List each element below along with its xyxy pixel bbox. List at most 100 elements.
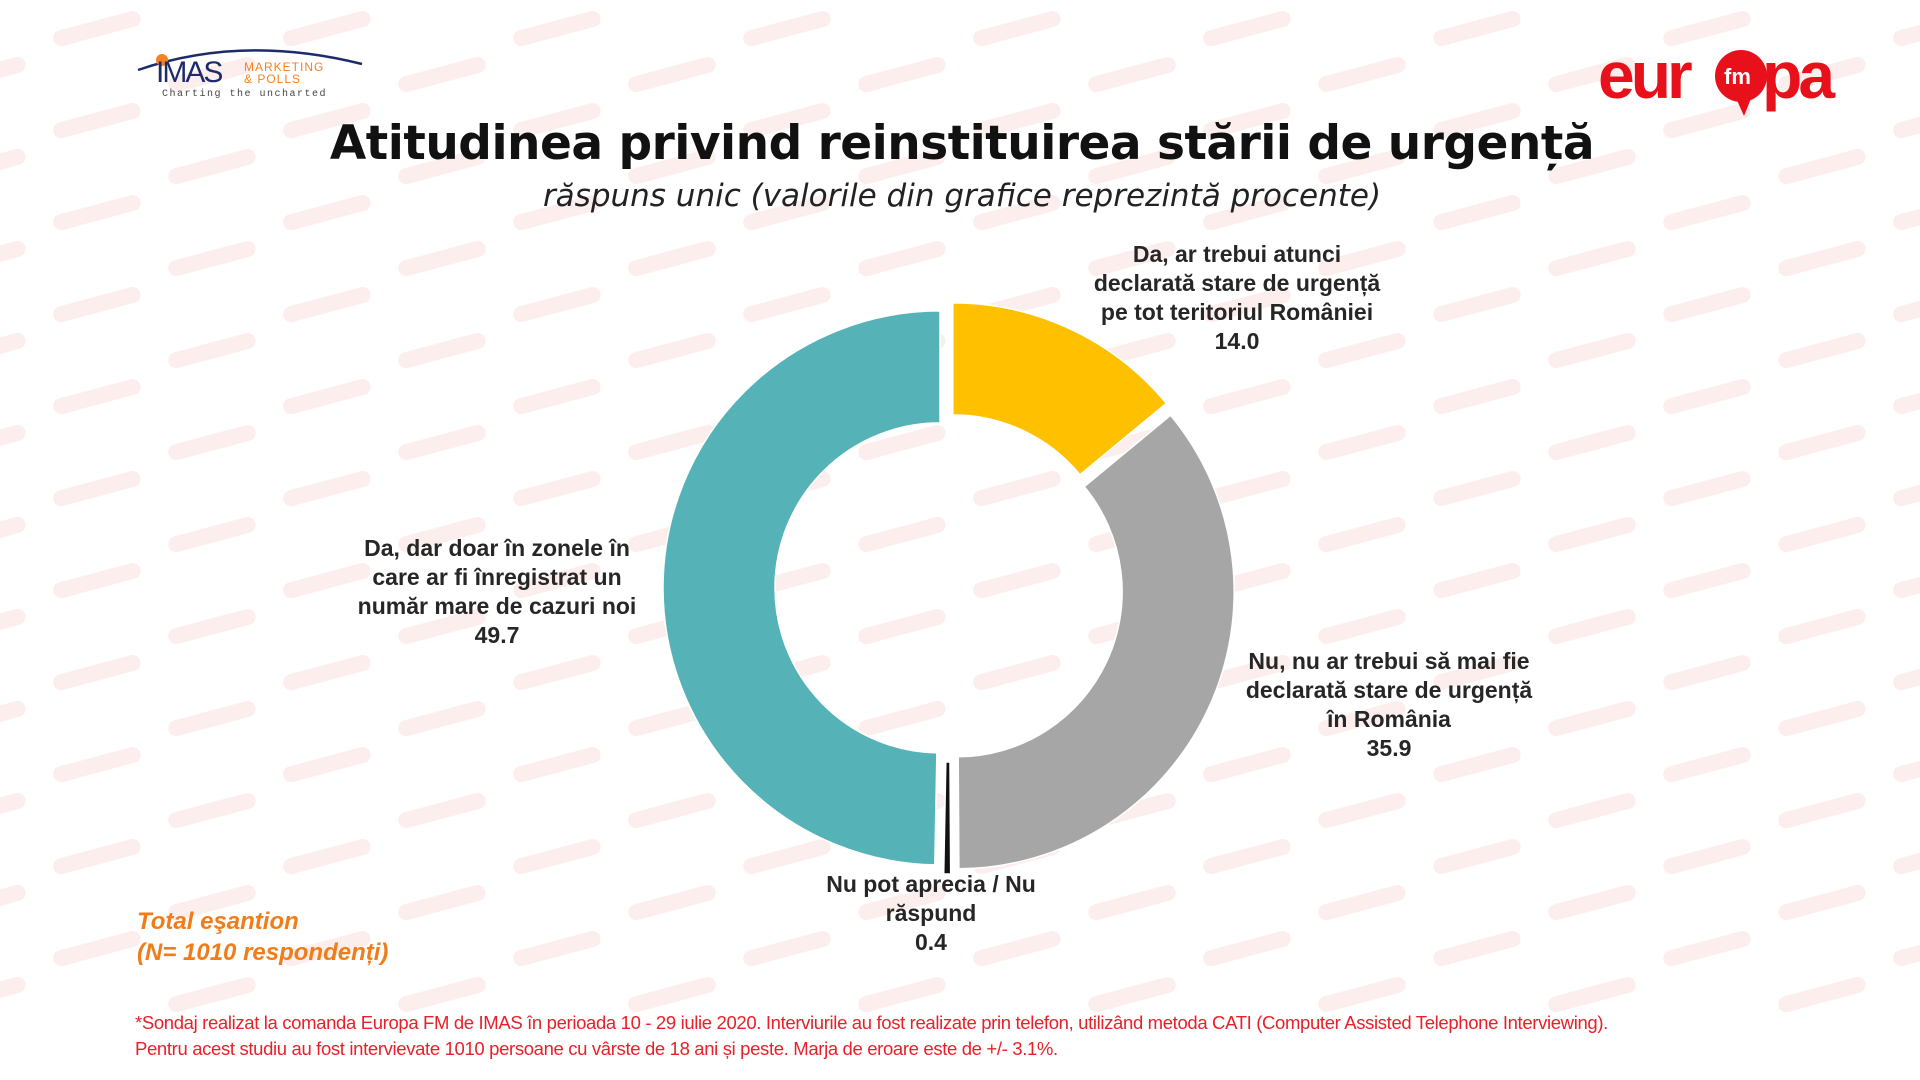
watermark-mark (1778, 424, 1866, 461)
watermark-mark (168, 56, 256, 93)
watermark-mark (1548, 884, 1636, 921)
watermark-mark (168, 240, 256, 277)
watermark-mark (1778, 700, 1866, 737)
watermark-mark (973, 194, 1061, 231)
watermark-mark (283, 194, 371, 231)
watermark-mark (1548, 516, 1636, 553)
watermark-mark (0, 608, 26, 645)
watermark-mark (1663, 562, 1751, 599)
watermark-mark (1778, 884, 1866, 921)
watermark-mark (53, 562, 141, 599)
watermark-mark (1663, 194, 1751, 231)
data-label: 14.0 (1214, 328, 1260, 354)
watermark-mark (1318, 608, 1406, 645)
watermark-mark (0, 976, 26, 1013)
watermark-mark (513, 194, 601, 231)
watermark-mark (1088, 56, 1176, 93)
watermark-mark (513, 562, 601, 599)
slice-yes-zones (662, 310, 941, 866)
watermark-mark (283, 102, 371, 139)
watermark-mark (1663, 746, 1751, 783)
watermark-mark (398, 148, 486, 185)
watermark-mark (1893, 194, 1920, 231)
watermark-mark (1893, 654, 1920, 691)
watermark-mark (1433, 470, 1521, 507)
watermark-mark (973, 102, 1061, 139)
watermark-mark (1318, 240, 1406, 277)
watermark-mark (1433, 378, 1521, 415)
watermark-mark (743, 838, 831, 875)
watermark-mark (628, 56, 716, 93)
watermark-mark (858, 516, 946, 553)
watermark-mark (1893, 286, 1920, 323)
watermark-mark (628, 792, 716, 829)
watermark-mark (1663, 930, 1751, 967)
watermark-mark (973, 930, 1061, 967)
watermark-mark (53, 930, 141, 967)
watermark-mark (973, 10, 1061, 47)
watermark-mark (53, 286, 141, 323)
watermark-mark (1893, 930, 1920, 967)
watermark-mark (513, 286, 601, 323)
watermark-mark (1663, 378, 1751, 415)
watermark-mark (513, 746, 601, 783)
watermark-mark (283, 562, 371, 599)
watermark-mark (168, 516, 256, 553)
slice-label-no: Nu, nu ar trebui să mai fie declarată sta… (1245, 648, 1533, 761)
watermark-mark (1548, 608, 1636, 645)
watermark-mark (1778, 332, 1866, 369)
watermark-mark (283, 378, 371, 415)
watermark-mark (1318, 792, 1406, 829)
watermark-mark (1433, 562, 1521, 599)
watermark-mark (1318, 424, 1406, 461)
watermark-mark (1433, 930, 1521, 967)
watermark-mark (1893, 10, 1920, 47)
watermark-mark (283, 746, 371, 783)
watermark-mark (1318, 884, 1406, 921)
watermark-mark (1778, 608, 1866, 645)
watermark-mark (0, 884, 26, 921)
watermark-mark (858, 700, 946, 737)
watermark-mark (513, 838, 601, 875)
watermark-mark (1433, 102, 1521, 139)
watermark-mark (743, 286, 831, 323)
watermark-mark (628, 884, 716, 921)
watermark-mark (858, 884, 946, 921)
watermark-mark (858, 608, 946, 645)
watermark-mark (283, 654, 371, 691)
watermark-mark (398, 56, 486, 93)
watermark-mark (1203, 930, 1291, 967)
watermark-mark (1778, 792, 1866, 829)
watermark-mark (53, 470, 141, 507)
watermark-mark (513, 930, 601, 967)
watermark-mark (1778, 148, 1866, 185)
watermark-mark (628, 424, 716, 461)
svg-text:pa: pa (1762, 40, 1836, 112)
watermark-mark (513, 102, 601, 139)
watermark-mark (1663, 286, 1751, 323)
watermark-mark (858, 56, 946, 93)
watermark-mark (1893, 470, 1920, 507)
watermark-mark (1663, 838, 1751, 875)
watermark-mark (1548, 976, 1636, 1013)
watermark-mark (1663, 470, 1751, 507)
svg-text:IMAS: IMAS (156, 56, 222, 89)
watermark-mark (973, 654, 1061, 691)
watermark-mark (1893, 378, 1920, 415)
watermark-mark (0, 700, 26, 737)
watermark-mark (398, 424, 486, 461)
footnote: *Sondaj realizat la comanda Europa FM de… (135, 1012, 1608, 1059)
watermark-mark (1088, 884, 1176, 921)
watermark-mark (1203, 746, 1291, 783)
watermark-mark (398, 792, 486, 829)
watermark-mark (1778, 976, 1866, 1013)
watermark-mark (1203, 10, 1291, 47)
watermark-mark (398, 700, 486, 737)
watermark-mark (398, 608, 486, 645)
watermark-mark (1548, 424, 1636, 461)
watermark-mark (513, 10, 601, 47)
watermark-mark (1433, 286, 1521, 323)
svg-text:eur: eur (1598, 40, 1692, 112)
watermark-mark (0, 56, 26, 93)
